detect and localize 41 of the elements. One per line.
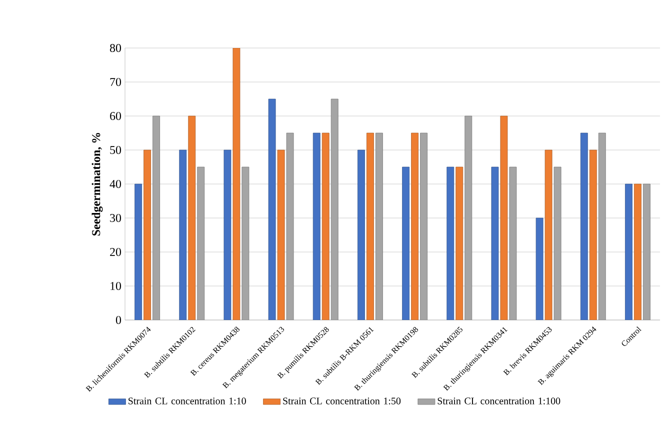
bar xyxy=(358,150,365,320)
bar xyxy=(411,132,418,320)
bar xyxy=(312,132,320,320)
bar xyxy=(366,132,374,320)
bar xyxy=(580,132,588,320)
bar xyxy=(634,184,642,320)
bar xyxy=(464,116,472,320)
bar xyxy=(188,116,196,320)
y-tick-label: 80 xyxy=(110,44,122,52)
bar xyxy=(598,132,606,320)
bar xyxy=(179,150,187,320)
bar xyxy=(322,132,330,320)
bar xyxy=(152,116,160,320)
bar xyxy=(500,116,508,320)
bar xyxy=(643,184,650,320)
y-tick-label: 40 xyxy=(110,180,122,188)
y-tick-label: 50 xyxy=(110,146,122,154)
bar xyxy=(197,166,205,320)
bar xyxy=(589,150,597,320)
y-tick-label: 60 xyxy=(110,112,122,120)
bar xyxy=(625,184,632,320)
bar xyxy=(232,48,240,320)
y-tick-label: 30 xyxy=(110,214,122,222)
bar xyxy=(277,150,285,320)
bar xyxy=(144,150,151,320)
bar xyxy=(446,166,454,320)
bar xyxy=(420,132,428,320)
y-tick-label: 20 xyxy=(110,248,122,256)
bar xyxy=(402,166,410,320)
bar xyxy=(330,98,338,320)
bar xyxy=(134,184,142,320)
y-tick-label: 70 xyxy=(110,78,122,86)
y-tick-label: 10 xyxy=(110,282,122,290)
bar xyxy=(456,166,464,320)
legend-label: Strain CL concentration 1:100 xyxy=(438,398,560,404)
legend-label: Strain CL concentration 1:10 xyxy=(128,398,246,404)
bar xyxy=(376,132,383,320)
bar xyxy=(544,150,552,320)
y-tick-label: 0 xyxy=(116,316,122,324)
y-axis-title: Seedgermination, % xyxy=(92,132,103,236)
legend-label: Strain CL concentration 1:50 xyxy=(283,398,401,404)
